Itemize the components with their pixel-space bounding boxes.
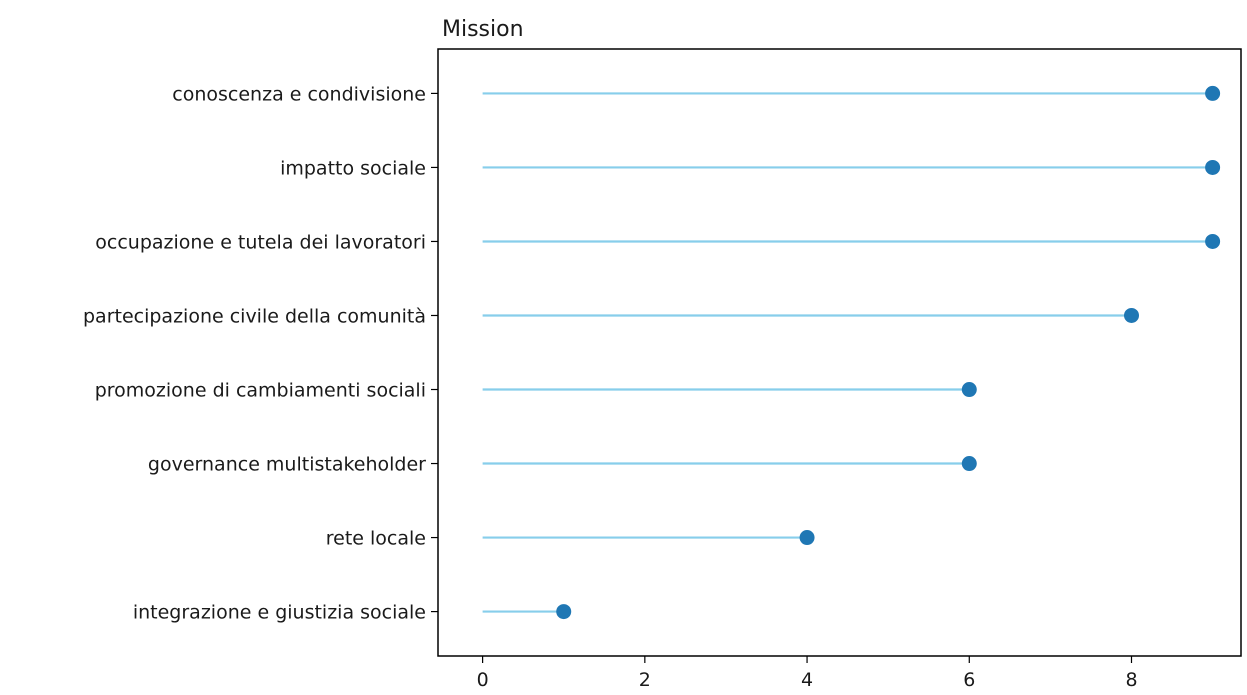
y-tick-label: occupazione e tutela dei lavoratori bbox=[95, 231, 426, 253]
chart-title: Mission bbox=[442, 17, 524, 42]
plot-frame bbox=[437, 48, 1242, 657]
data-point bbox=[961, 456, 977, 472]
y-tick-label: partecipazione civile della comunità bbox=[83, 305, 426, 327]
x-tick-label: 2 bbox=[639, 669, 651, 691]
x-tick-label: 6 bbox=[963, 669, 975, 691]
data-point bbox=[556, 604, 572, 620]
data-point bbox=[1205, 85, 1221, 101]
x-tick-label: 4 bbox=[801, 669, 813, 691]
y-tick-label: conoscenza e condivisione bbox=[172, 83, 426, 105]
marker-layer bbox=[556, 85, 1221, 620]
y-tick-label: governance multistakeholder bbox=[148, 454, 426, 476]
data-point bbox=[799, 530, 815, 546]
x-axis: 0 2 4 6 8 bbox=[477, 656, 1138, 691]
y-tick-label: rete locale bbox=[326, 528, 426, 550]
y-tick-label: promozione di cambiamenti sociali bbox=[95, 380, 426, 402]
x-tick-label: 0 bbox=[477, 669, 489, 691]
y-axis: integrazione e giustizia sociale rete loc… bbox=[83, 83, 438, 624]
stem-layer bbox=[482, 92, 1213, 613]
x-tick-label: 8 bbox=[1125, 669, 1137, 691]
data-point bbox=[1205, 159, 1221, 175]
y-tick-label: impatto sociale bbox=[280, 157, 426, 179]
data-point bbox=[961, 382, 977, 398]
data-point bbox=[1205, 233, 1221, 249]
y-tick-label: integrazione e giustizia sociale bbox=[133, 602, 426, 624]
data-point bbox=[1124, 307, 1139, 323]
